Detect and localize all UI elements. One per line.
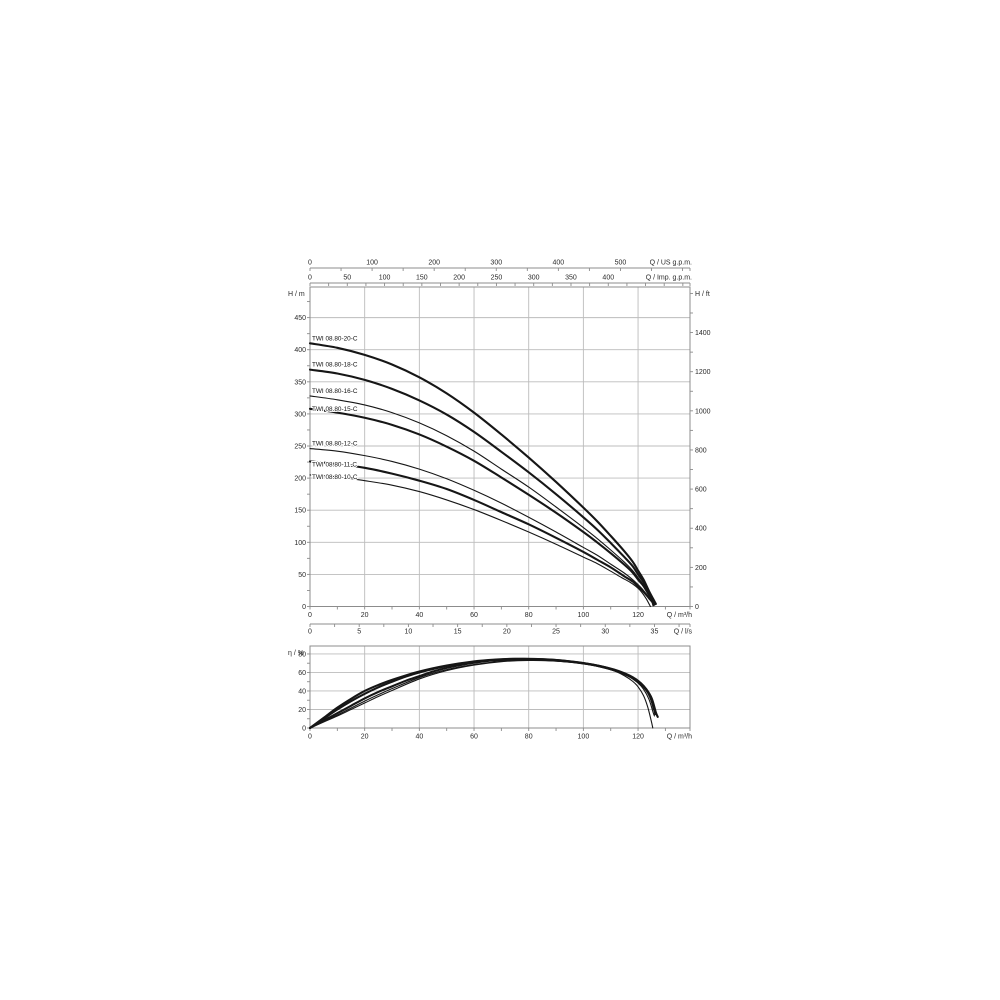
x-axis-tick-label: 20 (361, 734, 369, 741)
h-m-axis-label: H / m (288, 291, 305, 298)
y-axis-tick-label: 300 (294, 411, 306, 418)
y-axis-tick-label: 200 (294, 476, 306, 483)
y-axis-tick-label: 0 (302, 604, 306, 611)
curve-label: TWI 08.80-11-C (312, 461, 357, 468)
y-axis-tick-label: 80 (298, 651, 306, 658)
x-axis-tick-label: 50 (343, 275, 351, 282)
x-axis-tick-label: 350 (565, 275, 577, 282)
y-axis-tick-label: 1000 (695, 408, 711, 415)
x-axis-tick-label: 400 (553, 260, 565, 267)
pump-curve (309, 395, 656, 606)
pump-curve (308, 368, 657, 605)
x-axis-tick-label: 0 (308, 734, 312, 741)
efficiency-curve (308, 657, 659, 730)
y-axis-tick-label: 600 (695, 487, 707, 494)
y-axis-tick-label: 350 (294, 379, 306, 386)
pump-curve (308, 460, 655, 607)
x-axis-tick-label: 0 (308, 275, 312, 282)
x-axis-tick-label: 25 (552, 629, 560, 636)
x-axis-tick-label: 0 (308, 612, 312, 619)
x-axis-tick-label: 300 (528, 275, 540, 282)
x-axis-tick-label: 0 (308, 260, 312, 267)
x-axis-tick-label: 40 (415, 612, 423, 619)
y-axis-tick-label: 250 (294, 444, 306, 451)
x-axis-tick-label: 15 (454, 629, 462, 636)
pump-curve (308, 342, 657, 605)
x-axis-tick-label: 30 (601, 629, 609, 636)
curve-label: TWI 08.80-15-C (312, 406, 358, 413)
q-us-gpm-axis-unit-label: Q / US g.p.m. (650, 260, 692, 267)
y-axis-tick-label: 0 (695, 604, 699, 611)
curve-label: TWI 08.80-20-C (312, 335, 358, 342)
pump-curve (309, 474, 651, 608)
y-axis-tick-label: 20 (298, 707, 306, 714)
x-axis-tick-label: 120 (632, 612, 644, 619)
x-axis-tick-label: 150 (416, 275, 428, 282)
x-axis-tick-label: 5 (357, 629, 361, 636)
x-axis-tick-label: 100 (578, 612, 590, 619)
x-axis-tick-label: 0 (308, 629, 312, 636)
y-axis-tick-label: 0 (302, 726, 306, 733)
x-axis-tick-label: 500 (615, 260, 627, 267)
x-axis-tick-label: 40 (415, 734, 423, 741)
q-imp-gpm-axis-unit-label: Q / Imp. g.p.m. (646, 275, 692, 282)
y-axis-tick-label: 400 (294, 347, 306, 354)
efficiency-curve (309, 659, 654, 729)
x-axis-tick-label: 100 (578, 734, 590, 741)
y-axis-tick-label: 1400 (695, 330, 711, 337)
y-axis-tick-label: 50 (298, 572, 306, 579)
q-m3h-eff-axis-unit-label: Q / m³/h (667, 734, 692, 741)
plot-frame (309, 286, 691, 607)
x-axis-tick-label: 250 (491, 275, 503, 282)
x-axis-tick-label: 400 (602, 275, 614, 282)
q-ls-axis-unit-label: Q / l/s (674, 629, 693, 636)
eta-pct-axis-label: η / % (288, 650, 304, 657)
curve-label: TWI 08.80-12-C (312, 441, 358, 448)
y-axis-tick-label: 450 (294, 315, 306, 322)
y-axis-tick-label: 800 (695, 447, 707, 454)
y-axis-tick-label: 200 (695, 565, 707, 572)
y-axis-tick-label: 60 (298, 670, 306, 677)
x-axis-tick-label: 200 (453, 275, 465, 282)
x-axis-tick-label: 100 (379, 275, 391, 282)
y-axis-tick-label: 40 (298, 688, 306, 695)
x-axis-tick-label: 20 (503, 629, 511, 636)
x-axis-tick-label: 35 (651, 629, 659, 636)
y-axis-tick-label: 1200 (695, 369, 711, 376)
x-axis-tick-label: 200 (428, 260, 440, 267)
x-axis-tick-label: 120 (632, 734, 644, 741)
h-ft-axis-label: H / ft (695, 291, 710, 298)
q-m3h-axis-unit-label: Q / m³/h (667, 612, 692, 619)
x-axis-tick-label: 10 (405, 629, 413, 636)
x-axis-tick-label: 60 (470, 734, 478, 741)
curve-label: TWI 08.80-18-C (312, 362, 358, 369)
y-axis-tick-label: 100 (294, 540, 306, 547)
x-axis-tick-label: 20 (361, 612, 369, 619)
plot-frame (309, 645, 691, 729)
curve-label: TWI 08.80-10-C (312, 474, 358, 481)
curve-label: TWI 08.80-16-C (312, 388, 358, 395)
x-axis-tick-label: 80 (525, 734, 533, 741)
y-axis-tick-label: 150 (294, 508, 306, 515)
x-axis-tick-label: 80 (525, 612, 533, 619)
y-axis-tick-label: 400 (695, 526, 707, 533)
x-axis-tick-label: 100 (366, 260, 378, 267)
x-axis-tick-label: 300 (490, 260, 502, 267)
pump-curve (308, 407, 656, 606)
efficiency-curve (309, 659, 656, 729)
efficiency-curve (308, 657, 655, 730)
x-axis-tick-label: 60 (470, 612, 478, 619)
